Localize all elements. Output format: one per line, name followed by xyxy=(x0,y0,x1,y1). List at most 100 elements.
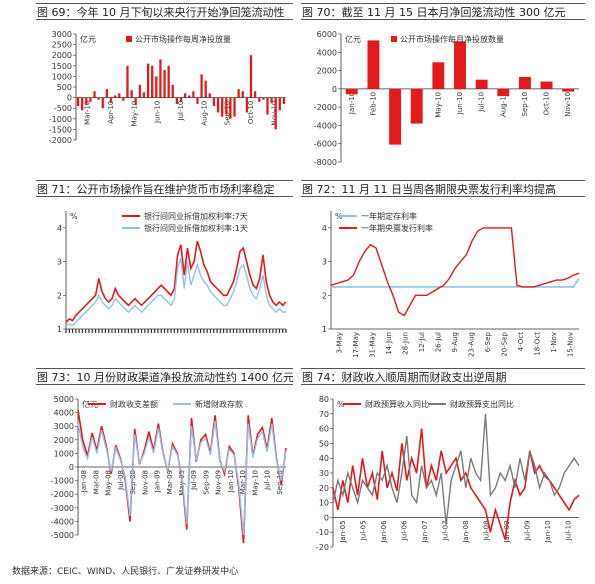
bar xyxy=(274,97,277,130)
data-source-footer: 数据来源：CEIC、WIND、人民银行、广发证券研发中心 xyxy=(12,567,239,577)
bar xyxy=(142,92,146,98)
bar xyxy=(151,65,154,98)
bar xyxy=(225,97,228,115)
bar xyxy=(171,84,174,98)
legend-label: 财政预算收入同比 xyxy=(365,399,429,409)
x-tick-label: 17-May xyxy=(352,332,360,358)
x-tick-label: Jul-10 xyxy=(177,101,185,122)
bar xyxy=(126,65,129,98)
y-tick-label: 60 xyxy=(319,425,329,434)
bar xyxy=(262,97,265,100)
x-tick-label: Mar-08 xyxy=(92,470,100,494)
x-tick-label: Sep-10 xyxy=(224,101,232,126)
y-tick-label: -3000 xyxy=(51,504,74,513)
legend-label: 银行间同业拆借加权利率:1天 xyxy=(144,223,248,233)
y-tick-label: 0 xyxy=(324,513,329,522)
y-tick-label: -10 xyxy=(316,528,329,537)
x-tick-label: 4-Oct xyxy=(517,332,525,352)
bar xyxy=(138,84,141,98)
legend-swatch xyxy=(126,36,132,42)
x-tick-label: Jul-09 xyxy=(524,520,532,541)
x-tick-label: Sep-10 xyxy=(276,470,284,495)
bar xyxy=(212,97,216,107)
bar xyxy=(163,70,166,98)
y-tick-label: 2000 xyxy=(54,436,74,445)
x-tick-label: Jul-06 xyxy=(401,520,409,541)
chart-panel-fig74: -20 -10 0 10 20 30 40 50 60 70 80% Jan-05 Jul-05 Jan-… xyxy=(301,387,585,557)
bar xyxy=(89,97,92,102)
legend-label: 银行间同业拆借加权利率:7天 xyxy=(144,211,248,221)
x-tick-label: 14-Jun xyxy=(385,332,393,355)
x-tick-label: 20-Sep xyxy=(501,331,509,356)
bar xyxy=(258,97,261,102)
y-tick-label: 70 xyxy=(319,410,329,419)
y-tick-label: 2 xyxy=(322,291,327,300)
bar xyxy=(475,79,488,89)
x-tick-label: 31-May xyxy=(368,332,376,358)
legend-label: 财政收支差额 xyxy=(110,399,158,409)
chart-fig74: -20 -10 0 10 20 30 40 50 60 70 80% Jan-05 Jul-05 Jan-… xyxy=(316,395,580,552)
y-tick-label: -4000 xyxy=(51,517,74,526)
chart-panel-fig69: -2000 -1500 -1000 -500 0 500 1000 1500 2000 2500 3… xyxy=(36,22,293,172)
series-line xyxy=(77,420,287,536)
bar xyxy=(253,91,257,98)
x-tick-label: Jan-07 xyxy=(421,520,429,543)
bar xyxy=(237,89,240,98)
bar xyxy=(76,97,80,107)
y-tick-label: -4000 xyxy=(314,121,337,130)
x-tick-label: Jan-09 xyxy=(154,470,162,493)
bar xyxy=(155,76,158,98)
x-tick-label: Jan-10 xyxy=(348,92,356,115)
x-tick-label: Jul-10 xyxy=(264,470,272,491)
bar xyxy=(410,88,423,124)
x-tick-label: Jun-10 xyxy=(456,92,464,115)
bar xyxy=(367,40,380,89)
x-tick-label: May-10 xyxy=(251,470,259,496)
y-tick-label: 5000 xyxy=(54,395,74,404)
x-tick-label: Nov-08 xyxy=(141,470,149,495)
legend-label: 财政预算支出同比 xyxy=(450,399,514,409)
x-tick-label: Apr-10 xyxy=(107,101,115,124)
y-tick-label: 80 xyxy=(319,395,329,404)
y-tick-label: -1000 xyxy=(51,477,74,486)
y-tick-label: 0 xyxy=(69,463,74,472)
x-tick-label: May-10 xyxy=(130,101,138,127)
series-line xyxy=(332,428,580,540)
bar xyxy=(497,88,510,97)
y-tick-label: 50 xyxy=(319,439,329,448)
y-tick-label: 2500 xyxy=(52,41,72,50)
x-tick-label: 6-Sep xyxy=(484,331,492,352)
x-tick-label: Oct-10 xyxy=(247,101,255,125)
x-tick-label: Jul-08 xyxy=(117,470,125,491)
bar xyxy=(204,80,207,98)
y-tick-label: -2000 xyxy=(51,490,74,499)
y-tick-label: 3 xyxy=(57,258,62,267)
legend-label: 公开市场操作每月净投放数量 xyxy=(400,34,504,44)
legend-swatch xyxy=(391,36,397,42)
x-tick-label: Jul-07 xyxy=(442,520,450,541)
y-tick-label: -20 xyxy=(316,543,329,552)
bar xyxy=(266,97,269,115)
x-tick-label: Sep-10 xyxy=(521,92,529,117)
x-tick-label: 9-Aug xyxy=(451,332,459,353)
y-tick-label: -2000 xyxy=(49,136,72,145)
caption-fig73: 图 73：10 月份财政渠道净投放流动性约 1400 亿元 xyxy=(36,368,293,385)
bar xyxy=(241,91,244,98)
bar xyxy=(208,93,211,98)
bar xyxy=(97,97,100,100)
x-tick-label: Mar-10 xyxy=(84,101,92,125)
x-tick-label: 15-Nov xyxy=(567,332,575,357)
y-tick-label: 20 xyxy=(319,484,329,493)
x-tick-label: Jan-08 xyxy=(80,470,88,493)
legend-label: 公开市场操作每周净投放量 xyxy=(135,34,231,44)
y-tick-label: -2000 xyxy=(314,103,337,112)
bar xyxy=(249,55,253,98)
y-tick-label: 1500 xyxy=(52,62,72,71)
x-tick-label: Jul-10 xyxy=(478,92,486,113)
bar xyxy=(540,81,553,89)
bar xyxy=(146,63,150,98)
series-line xyxy=(331,277,580,288)
bar xyxy=(270,97,273,103)
x-tick-label: Jan-05 xyxy=(339,520,347,543)
